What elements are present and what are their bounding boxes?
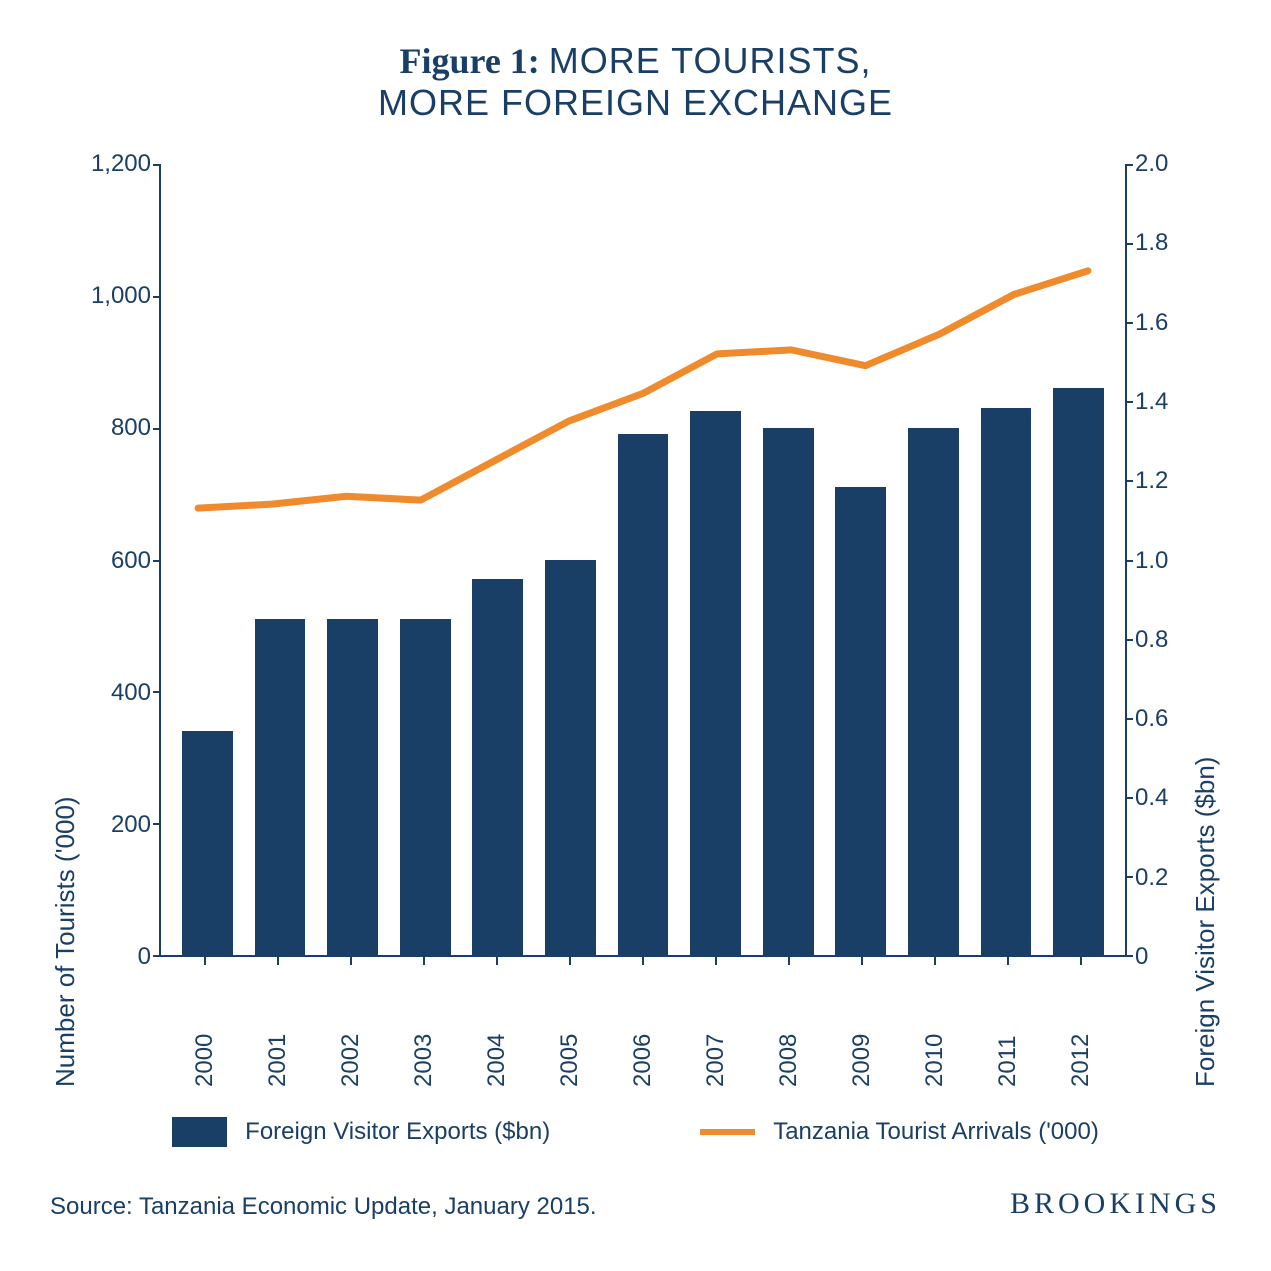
bar-slot xyxy=(1042,164,1115,955)
x-tick-label: 2006 xyxy=(629,957,657,1087)
bars-group xyxy=(161,164,1125,955)
x-tick-slot: 2009 xyxy=(825,957,898,1087)
bar xyxy=(981,408,1032,955)
bar xyxy=(690,411,741,955)
bar xyxy=(545,560,596,956)
y-tick-right: 0.8 xyxy=(1135,626,1168,654)
bar xyxy=(400,619,451,955)
figure-container: Figure 1: MORE TOURISTS, MORE FOREIGN EX… xyxy=(0,0,1271,1271)
bar xyxy=(1053,388,1104,955)
x-tick-label: 2011 xyxy=(994,957,1022,1087)
y-tick-right: 1.0 xyxy=(1135,547,1168,575)
title-line2: MORE FOREIGN EXCHANGE xyxy=(50,82,1221,124)
legend-label-line: Tanzania Tourist Arrivals ('000) xyxy=(773,1118,1099,1146)
y-tick-right: 1.2 xyxy=(1135,467,1168,495)
x-tick-slot: 2006 xyxy=(607,957,680,1087)
bar-slot xyxy=(171,164,244,955)
x-tick-label: 2007 xyxy=(702,957,730,1087)
x-tick-slot: 2012 xyxy=(1044,957,1117,1087)
bar xyxy=(618,434,669,955)
figure-footer: Source: Tanzania Economic Update, Januar… xyxy=(50,1187,1221,1221)
x-tick-label: 2012 xyxy=(1067,957,1095,1087)
x-tick-slot: 2003 xyxy=(388,957,461,1087)
bar xyxy=(908,428,959,955)
bar-slot xyxy=(316,164,389,955)
plot-region: 02004006008001,0001,200 00.20.40.60.81.0… xyxy=(89,164,1182,957)
plot xyxy=(159,164,1127,957)
x-tick-slot: 2001 xyxy=(242,957,315,1087)
y-tick-right: 1.8 xyxy=(1135,229,1168,257)
title-line1: MORE TOURISTS, xyxy=(549,40,872,81)
bar-slot xyxy=(970,164,1043,955)
x-tick-slot: 2011 xyxy=(971,957,1044,1087)
title-prefix: Figure 1: xyxy=(399,41,548,81)
y-tick-right: 2.0 xyxy=(1135,150,1168,178)
bar-slot xyxy=(534,164,607,955)
y-tick-left: 200 xyxy=(111,811,151,839)
source-text: Source: Tanzania Economic Update, Januar… xyxy=(50,1193,597,1221)
y-tick-left: 1,000 xyxy=(91,282,151,310)
brand-logo: BROOKINGS xyxy=(1010,1187,1221,1221)
y-tick-left: 1,200 xyxy=(91,150,151,178)
legend-item-line: Tanzania Tourist Arrivals ('000) xyxy=(700,1117,1099,1147)
y-tick-right: 0.2 xyxy=(1135,864,1168,892)
y-tick-right: 1.4 xyxy=(1135,388,1168,416)
figure-title: Figure 1: MORE TOURISTS, MORE FOREIGN EX… xyxy=(50,40,1221,124)
x-tick-slot: 2010 xyxy=(898,957,971,1087)
x-tick-label: 2000 xyxy=(191,957,219,1087)
bar-slot xyxy=(752,164,825,955)
x-tick-slot: 2005 xyxy=(534,957,607,1087)
legend: Foreign Visitor Exports ($bn) Tanzania T… xyxy=(50,1117,1221,1147)
legend-swatch-bar xyxy=(172,1117,227,1147)
x-tick-label: 2003 xyxy=(410,957,438,1087)
x-tick-slot: 2007 xyxy=(679,957,752,1087)
y-tick-left: 800 xyxy=(111,414,151,442)
bar-slot xyxy=(679,164,752,955)
y-tick-right: 1.6 xyxy=(1135,309,1168,337)
x-tick-label: 2002 xyxy=(337,957,365,1087)
bar xyxy=(835,487,886,955)
x-tick-slot: 2000 xyxy=(169,957,242,1087)
y-ticks-left: 02004006008001,0001,200 xyxy=(89,164,159,957)
x-tick-label: 2001 xyxy=(264,957,292,1087)
y-axis-right-label: Foreign Visitor Exports ($bn) xyxy=(1190,164,1221,1087)
y-tick-left: 600 xyxy=(111,547,151,575)
legend-swatch-line xyxy=(700,1129,755,1135)
y-tick-left: 400 xyxy=(111,679,151,707)
y-tick-right: 0.6 xyxy=(1135,705,1168,733)
bar-slot xyxy=(244,164,317,955)
bar-slot xyxy=(461,164,534,955)
bar xyxy=(182,731,233,955)
y-tick-left: 0 xyxy=(138,943,151,971)
x-ticks: 2000 2001 2002 2003 2004 2005 2006 2007 2008 2009… xyxy=(159,957,1127,1087)
y-axis-right: Foreign Visitor Exports ($bn) xyxy=(1182,164,1221,1087)
x-tick-label: 2009 xyxy=(848,957,876,1087)
x-tick-slot: 2004 xyxy=(461,957,534,1087)
x-tick-slot: 2002 xyxy=(315,957,388,1087)
y-axis-left: Number of Tourists ('000) xyxy=(50,164,89,1087)
x-tick-label: 2004 xyxy=(483,957,511,1087)
plot-wrapper: 02004006008001,0001,200 00.20.40.60.81.0… xyxy=(89,164,1182,1087)
bar-slot xyxy=(897,164,970,955)
bar xyxy=(763,428,814,955)
legend-label-bar: Foreign Visitor Exports ($bn) xyxy=(245,1118,550,1146)
bar-slot xyxy=(389,164,462,955)
y-ticks-right: 00.20.40.60.81.01.21.41.61.82.0 xyxy=(1127,164,1182,957)
bar xyxy=(255,619,306,955)
y-tick-right: 0 xyxy=(1135,943,1148,971)
y-tick-right: 0.4 xyxy=(1135,784,1168,812)
bar xyxy=(472,579,523,955)
bar-slot xyxy=(824,164,897,955)
x-tick-slot: 2008 xyxy=(752,957,825,1087)
bar xyxy=(327,619,378,955)
y-axis-left-label: Number of Tourists ('000) xyxy=(50,164,81,1087)
x-tick-label: 2008 xyxy=(775,957,803,1087)
chart-area: Number of Tourists ('000) 0 200 400 600 800 1… xyxy=(50,164,1221,1087)
x-tick-label: 2005 xyxy=(556,957,584,1087)
x-tick-label: 2010 xyxy=(921,957,949,1087)
bar-slot xyxy=(607,164,680,955)
legend-item-bar: Foreign Visitor Exports ($bn) xyxy=(172,1117,550,1147)
